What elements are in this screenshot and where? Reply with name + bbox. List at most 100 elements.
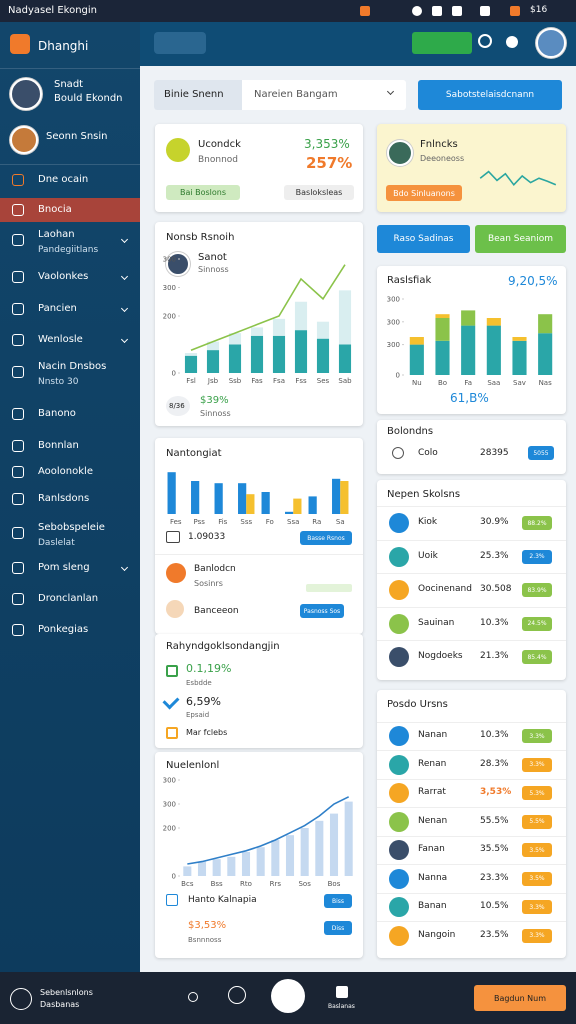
- filter-label: Binie Snenn: [164, 89, 224, 100]
- member-name: Seonn Snsin: [46, 131, 108, 142]
- badge[interactable]: 83.9%: [522, 583, 552, 597]
- card-button[interactable]: Basloksleas: [284, 185, 354, 200]
- bar: [228, 344, 242, 373]
- badge[interactable]: 88.2%: [522, 516, 552, 530]
- icon-button[interactable]: [228, 986, 246, 1004]
- x-tick-label: Bos: [328, 880, 341, 888]
- small-button[interactable]: Diss: [324, 921, 352, 935]
- badge[interactable]: 85.4%: [522, 650, 552, 664]
- bar: [338, 344, 352, 373]
- card-title: Posdo Ursns: [387, 699, 448, 710]
- small-button[interactable]: Basse Rsnos: [300, 531, 352, 545]
- icon: [10, 988, 32, 1010]
- balance-name: Colo: [418, 448, 438, 458]
- badge-label: 85.4%: [527, 653, 547, 661]
- badge[interactable]: 2.3%: [522, 549, 552, 564]
- divider: [155, 554, 363, 555]
- row-pct: 25.3%: [480, 550, 509, 561]
- row-title: Banlodcn: [194, 564, 236, 574]
- nav-icon: [12, 562, 24, 574]
- x-tick-label: Fsa: [273, 377, 285, 385]
- bar: [435, 340, 450, 375]
- icon-button[interactable]: [188, 992, 198, 1002]
- bar: [340, 481, 349, 514]
- badge[interactable]: 3.3%: [522, 928, 552, 943]
- y-tick-label: 300: [163, 256, 176, 264]
- avatar: [389, 580, 409, 600]
- small-button[interactable]: Pasnoss Sos: [300, 604, 344, 618]
- bar: [538, 333, 553, 375]
- x-tick-label: Fis: [218, 518, 227, 526]
- filter-select[interactable]: Nareien Bangam: [254, 89, 338, 100]
- nav-label: Aoolonokle: [38, 466, 93, 477]
- user-sub: Sinnoss: [198, 265, 229, 274]
- x-tick-label: Fes: [170, 518, 182, 526]
- badge[interactable]: 5.3%: [522, 786, 552, 800]
- search[interactable]: [154, 32, 206, 54]
- badge[interactable]: 24.5%: [522, 616, 552, 631]
- row-pct: 10.3%: [480, 730, 509, 740]
- status-bar: [0, 0, 576, 22]
- y-tick-label: 200: [163, 825, 176, 833]
- icon: [166, 138, 190, 162]
- bar: [271, 840, 280, 876]
- x-tick-label: Bo: [438, 379, 447, 387]
- action-button-label: Raso Sadinas: [393, 234, 454, 244]
- nav-icon: [12, 493, 24, 505]
- small-button[interactable]: Biss: [324, 894, 352, 908]
- avatar: [389, 868, 409, 889]
- action-button[interactable]: Raso Sadinas: [377, 225, 470, 253]
- toolbar-button[interactable]: [412, 32, 472, 54]
- row-pct: 3,53%: [480, 787, 512, 797]
- status-title: Nadyasel Ekongin: [8, 5, 97, 16]
- nav-label: Dne ocain: [38, 174, 89, 185]
- action-button[interactable]: Bean Seaniom: [475, 225, 566, 253]
- nav-label: Bonnlan: [38, 440, 79, 451]
- icon: [166, 600, 184, 618]
- row-name: Kiok: [418, 517, 438, 527]
- x-tick-label: Sav: [513, 379, 526, 387]
- change: 257%: [306, 154, 353, 172]
- filter-tab: [154, 80, 242, 110]
- row-name: Oocinenand: [418, 584, 472, 594]
- badge[interactable]: 3.3%: [522, 729, 552, 743]
- tag[interactable]: Bai Boslons: [166, 185, 240, 200]
- trend-item: Hanto Kalnapia: [188, 895, 257, 905]
- bar: [435, 314, 450, 318]
- small-button-label: Basse Rsnos: [307, 534, 345, 542]
- icon-button[interactable]: [506, 36, 518, 48]
- badge[interactable]: 3.3%: [522, 757, 552, 772]
- fab[interactable]: [271, 979, 305, 1013]
- row-pct: 35.5%: [480, 844, 509, 854]
- cta-button[interactable]: Bagdun Num: [474, 985, 566, 1011]
- status-icon: [510, 6, 520, 16]
- y-tick-label: 300: [163, 801, 176, 809]
- x-tick-label: Pss: [194, 518, 206, 526]
- badge[interactable]: 3.5%: [522, 871, 552, 886]
- x-tick-label: Saa: [487, 379, 500, 387]
- badge-label: 3.3%: [529, 932, 545, 939]
- status-icon: [432, 6, 442, 16]
- icon-button[interactable]: [478, 34, 492, 48]
- status-icon: [360, 6, 370, 16]
- primary-button[interactable]: Sabotstelaisdcnann: [418, 80, 562, 110]
- bar: [332, 478, 341, 514]
- badge[interactable]: 5.5%: [522, 814, 552, 829]
- bar: [285, 511, 294, 514]
- x-tick-label: Nu: [412, 379, 422, 387]
- badge[interactable]: 3.5%: [522, 843, 552, 857]
- icon-button[interactable]: [336, 986, 348, 998]
- x-tick-label: Jsb: [207, 377, 219, 385]
- avatar: [389, 840, 409, 860]
- row-pct: 10.5%: [480, 901, 509, 911]
- avatar: [389, 811, 409, 832]
- logo: [10, 34, 30, 54]
- nav-label: Nacin Dnsbos: [38, 361, 107, 372]
- nav-label: Laohan: [38, 229, 75, 240]
- badge[interactable]: 3.3%: [522, 900, 552, 914]
- growth-value: 6,59%: [186, 695, 221, 708]
- icon: [166, 563, 186, 583]
- badge[interactable]: 5055: [528, 446, 554, 460]
- warning-button[interactable]: Bdo Sinluanons: [386, 185, 462, 201]
- badge-label: 3.3%: [529, 903, 545, 911]
